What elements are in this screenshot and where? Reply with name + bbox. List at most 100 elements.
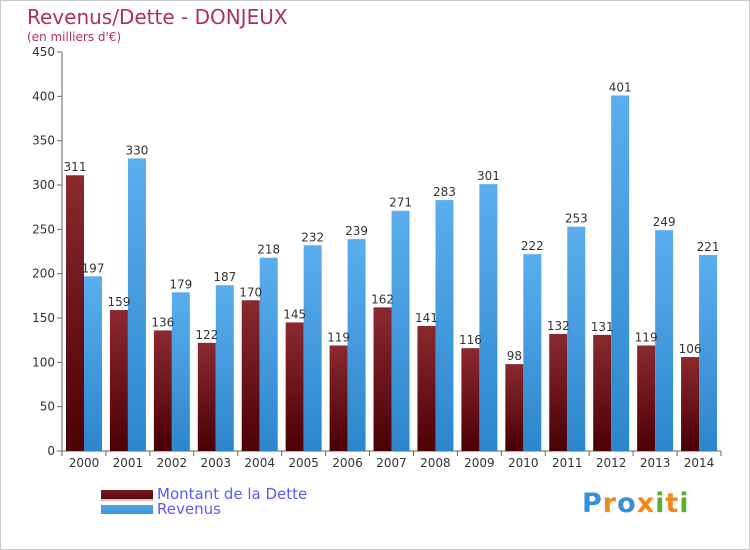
legend-label-dette: Montant de la Dette [157,485,308,503]
bar-revenus [567,226,586,451]
bar-dette [461,348,480,451]
bar-revenus [391,210,410,451]
legend-swatch-dette [101,490,153,501]
data-label-dette: 98 [507,349,522,363]
y-tick-label: 200 [32,267,55,281]
logo-letter: P [582,488,603,519]
data-label-dette: 131 [591,320,614,334]
data-label-revenus: 232 [301,230,324,244]
bar-revenus [84,276,102,451]
bar-dette [637,345,656,451]
bar-dette [417,325,436,451]
logo-letter: r [602,488,618,519]
data-label-dette: 311 [64,160,87,174]
bar-dette [329,345,348,451]
data-label-revenus: 222 [521,239,544,253]
y-tick-label: 50 [40,400,55,414]
bar-revenus [699,255,718,451]
bar-revenus [259,257,278,451]
bar-dette [373,307,392,451]
x-tick-label: 2010 [508,456,539,470]
bar-revenus [655,230,674,451]
y-axis: 0 50 100 150 200 250 300 350 400 450 [32,45,63,458]
y-tick-label: 100 [32,355,55,369]
logo-letter: i [679,488,690,519]
bar-revenus [435,200,454,451]
data-label-dette: 119 [635,330,658,344]
bar-dette [549,333,568,451]
bar-dette [66,175,84,451]
x-tick-label: 2007 [376,456,407,470]
bar-revenus [347,239,366,451]
data-label-revenus: 221 [697,240,720,254]
data-label-revenus: 330 [125,143,148,157]
x-tick-label: 2003 [200,456,231,470]
x-tick-label: 2006 [332,456,363,470]
data-label-revenus: 253 [565,212,588,226]
data-label-revenus: 239 [345,224,368,238]
legend-swatch-revenus [101,505,153,514]
x-tick-label: 2014 [684,456,715,470]
chart-subtitle: (en milliers d'€) [27,30,122,44]
y-tick-label: 0 [47,444,55,458]
data-label-dette: 170 [239,285,262,299]
proxiti-logo: Proxiti [582,488,690,519]
data-label-revenus: 271 [389,196,412,210]
x-tick-label: 2001 [113,456,144,470]
data-label-dette: 141 [415,311,438,325]
x-tick-label: 2011 [552,456,583,470]
data-label-dette: 122 [195,328,218,342]
data-label-dette: 159 [107,295,130,309]
chart-title: Revenus/Dette - DONJEUX [27,5,288,29]
data-label-dette: 145 [283,307,306,321]
bar-revenus [611,95,630,452]
y-tick-label: 150 [32,311,55,325]
data-label-revenus: 283 [433,185,456,199]
bar-revenus [523,254,542,451]
bar-dette [285,322,304,451]
data-label-revenus: 249 [653,215,676,229]
data-label-dette: 162 [371,292,394,306]
bar-revenus [479,184,498,451]
x-tick-label: 2004 [244,456,275,470]
y-tick-label: 450 [32,45,55,59]
data-label-dette: 106 [679,342,702,356]
logo-letter: t [665,488,680,519]
data-label-revenus: 218 [257,243,280,257]
bar-dette [241,300,260,451]
data-label-revenus: 197 [82,261,105,275]
data-label-revenus: 401 [609,80,632,94]
x-tick-label: 2005 [288,456,319,470]
bar-revenus [127,158,146,451]
bar-revenus [215,285,234,451]
bar-dette [109,310,128,451]
data-label-revenus: 187 [213,270,236,284]
logo-letter: x [636,488,656,519]
x-tick-label: 2009 [464,456,495,470]
data-label-revenus: 301 [477,169,500,183]
bar-series [66,95,718,452]
data-label-dette: 119 [327,330,350,344]
bar-dette [197,342,216,451]
bar-dette [681,357,700,451]
bar-revenus [171,292,190,451]
y-tick-label: 350 [32,134,55,148]
y-tick-label: 400 [32,89,55,103]
x-tick-label: 2002 [157,456,188,470]
data-label-dette: 132 [547,319,570,333]
data-label-dette: 136 [151,315,174,329]
x-tick-label: 2000 [69,456,100,470]
bar-dette [153,330,172,451]
y-tick-label: 300 [32,178,55,192]
data-label-dette: 116 [459,333,482,347]
x-tick-label: 2008 [420,456,451,470]
legend-label-revenus: Revenus [157,500,221,518]
logo-letter: o [617,488,637,519]
x-tick-label: 2013 [640,456,671,470]
data-label-revenus: 179 [169,277,192,291]
logo-letter: i [655,488,666,519]
x-axis: 2000 2001 2002 2003 2004 2005 2006 2007 2008 2009… [61,450,722,470]
